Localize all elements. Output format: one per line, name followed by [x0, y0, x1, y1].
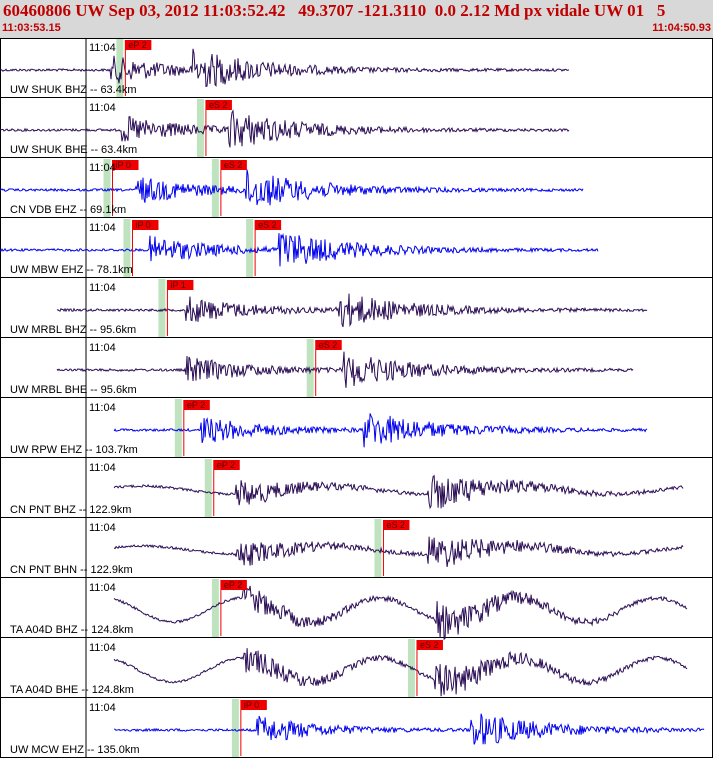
trace-panel[interactable]: iP 0 eS 2 11:04 UW MBW EHZ -- 78.1km [0, 218, 713, 278]
minute-label: 11:04 [89, 102, 116, 114]
waveform-trace [0, 169, 584, 206]
trace-panel[interactable]: eS 2 11:04 CN PNT BHN -- 122.9km [0, 518, 713, 578]
waveform-trace [113, 713, 705, 745]
phase-pick-flag[interactable] [383, 520, 410, 530]
pick-window [211, 579, 219, 637]
waveform-trace [113, 413, 648, 448]
minute-label: 11:04 [89, 282, 116, 294]
pick-window [174, 399, 182, 457]
window-end-time: 11:04:50.93 [652, 22, 711, 34]
pick-window [123, 219, 131, 277]
trace-panel[interactable]: iP 1 11:04 UW MRBL BHZ -- 95.6km [0, 278, 713, 338]
phase-pick-label: eS 2 [319, 340, 338, 350]
pick-window [116, 39, 124, 97]
station-label: UW MRBL BHZ -- 95.6km [10, 324, 136, 336]
waveform-trace [113, 648, 688, 697]
waveform-trace [56, 351, 634, 388]
minute-label: 11:04 [89, 462, 116, 474]
phase-pick-label: eP 2 [224, 580, 242, 590]
waveform-trace [0, 232, 599, 267]
minute-label: 11:04 [89, 702, 116, 714]
pick-window [103, 159, 111, 217]
pick-window [306, 339, 314, 397]
phase-pick-flag[interactable] [132, 220, 159, 230]
station-label: CN VDB EHZ -- 69.1km [10, 204, 126, 216]
station-label: TA A04D BHE -- 124.8km [10, 684, 134, 696]
phase-pick-flag[interactable] [125, 40, 152, 50]
phase-pick-label: eS 2 [224, 160, 243, 170]
trace-panel[interactable]: iP 0 eS 2 11:04 CN VDB EHZ -- 69.1km [0, 158, 713, 218]
waveform-trace [56, 293, 648, 328]
phase-pick-label: iP 0 [116, 160, 131, 170]
phase-pick-flag[interactable] [167, 280, 194, 290]
minute-label: 11:04 [89, 162, 116, 174]
phase-pick-label: iP 0 [244, 700, 259, 710]
station-label: UW SHUK BHE -- 63.4km [10, 144, 137, 156]
waveform-trace [113, 474, 684, 510]
minute-label: 11:04 [89, 222, 116, 234]
station-label: TA A04D BHZ -- 124.8km [10, 624, 133, 636]
phase-pick-flag[interactable] [213, 460, 240, 470]
pick-window [211, 159, 219, 217]
seismogram-plot[interactable]: eP 2 11:04 UW SHUK BHZ -- 63.4km eS 2 11:04 U… [0, 38, 713, 758]
phase-pick-label: eP 2 [187, 400, 205, 410]
station-label: UW MCW EHZ -- 135.0km [10, 744, 140, 756]
phase-pick-flag[interactable] [416, 640, 443, 650]
phase-pick-flag[interactable] [240, 700, 267, 710]
phase-pick-flag[interactable] [220, 160, 247, 170]
trace-panel[interactable]: iP 0 11:04 UW MCW EHZ -- 135.0km [0, 698, 713, 758]
pick-window [158, 279, 166, 337]
trace-panel[interactable]: eS 2 11:04 TA A04D BHE -- 124.8km [0, 638, 713, 698]
minute-label: 11:04 [89, 42, 116, 54]
station-label: UW MRBL BHE -- 95.6km [10, 384, 137, 396]
station-label: UW MBW EHZ -- 78.1km [10, 264, 133, 276]
trace-panel[interactable]: eP 2 11:04 UW RPW EHZ -- 103.7km [0, 398, 713, 458]
phase-pick-flag[interactable] [315, 340, 342, 350]
phase-pick-label: eS 2 [386, 520, 405, 530]
phase-pick-label: eP 2 [128, 40, 146, 50]
minute-label: 11:04 [89, 402, 116, 414]
phase-pick-flag[interactable] [183, 400, 210, 410]
pick-window [204, 459, 212, 517]
station-label: UW RPW EHZ -- 103.7km [10, 444, 138, 456]
trace-panel[interactable]: eP 2 11:04 CN PNT BHZ -- 122.9km [0, 458, 713, 518]
phase-pick-flag[interactable] [220, 580, 247, 590]
trace-panel[interactable]: eS 2 11:04 UW SHUK BHE -- 63.4km [0, 98, 713, 158]
pick-window [246, 219, 254, 277]
phase-pick-flag[interactable] [255, 220, 282, 230]
station-label: CN PNT BHN -- 122.9km [10, 564, 133, 576]
minute-label: 11:04 [89, 522, 116, 534]
trace-panel[interactable]: eS 2 11:04 UW MRBL BHE -- 95.6km [0, 338, 713, 398]
waveform-trace [0, 48, 570, 88]
phase-pick-label: eS 2 [420, 640, 439, 650]
trace-panel[interactable]: eP 2 11:04 TA A04D BHZ -- 124.8km [0, 578, 713, 641]
phase-pick-label: eS 2 [258, 220, 277, 230]
event-header: 60460806 UW Sep 03, 2012 11:03:52.42 49.… [0, 0, 713, 38]
trace-panel[interactable]: eP 2 11:04 UW SHUK BHZ -- 63.4km [0, 38, 713, 98]
pick-window [231, 699, 239, 757]
phase-pick-label: iP 0 [135, 220, 150, 230]
phase-pick-label: eS 2 [209, 100, 228, 110]
waveform-trace [0, 109, 570, 148]
phase-pick-flag[interactable] [205, 100, 232, 110]
minute-label: 11:04 [89, 342, 116, 354]
waveform-trace [113, 585, 688, 641]
event-title: 60460806 UW Sep 03, 2012 11:03:52.42 49.… [3, 1, 666, 20]
pick-window [196, 99, 204, 157]
waveform-trace [113, 536, 684, 567]
minute-label: 11:04 [89, 582, 116, 594]
phase-pick-label: eP 2 [217, 460, 235, 470]
phase-pick-flag[interactable] [112, 160, 139, 170]
window-start-time: 11:03:53.15 [2, 22, 61, 34]
minute-label: 11:04 [89, 642, 116, 654]
station-label: UW SHUK BHZ -- 63.4km [10, 84, 137, 96]
phase-pick-label: iP 1 [170, 280, 185, 290]
station-label: CN PNT BHZ -- 122.9km [10, 504, 131, 516]
pick-window [374, 519, 382, 577]
